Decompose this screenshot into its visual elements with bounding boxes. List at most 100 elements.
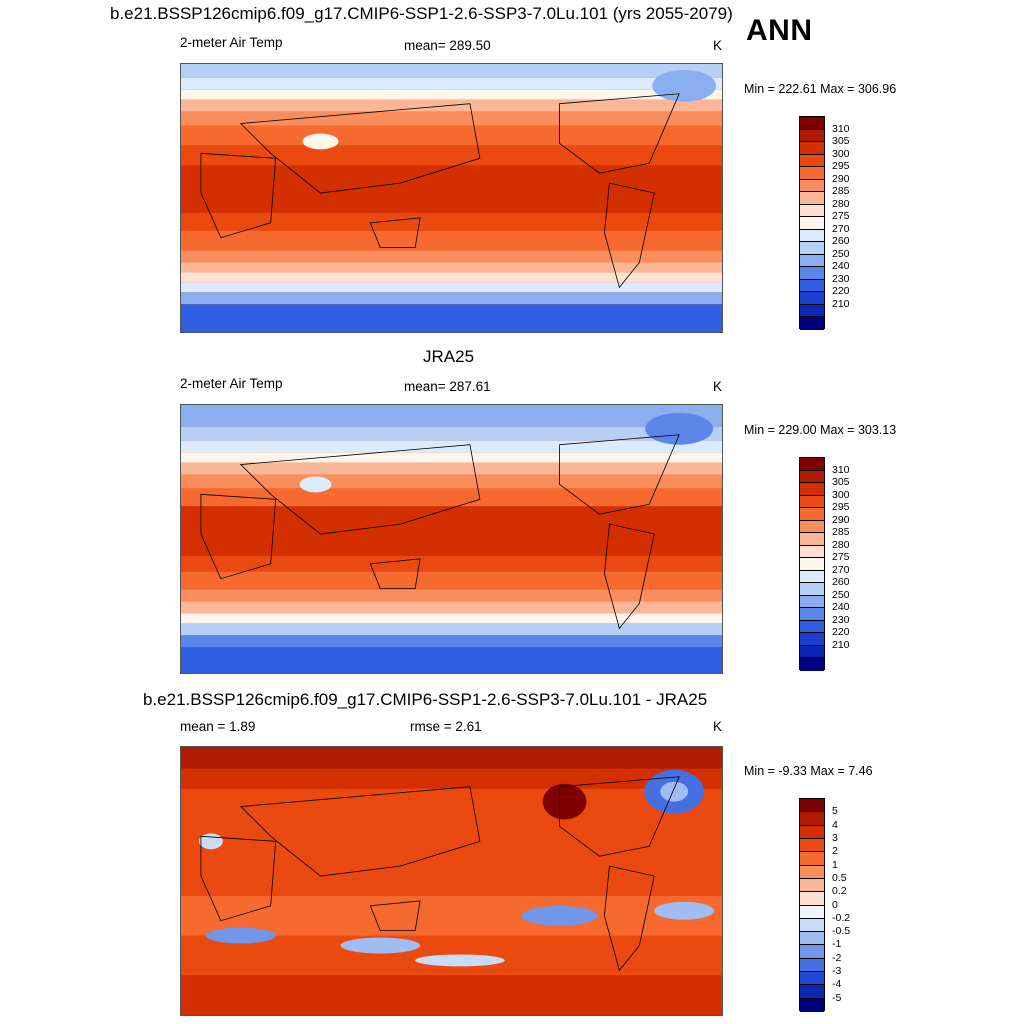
panel2-minmax: Min = 229.00 Max = 303.13 — [744, 423, 897, 437]
panel1-variable-label: 2-meter Air Temp — [180, 35, 283, 50]
colorbar-tick-label: 290 — [832, 513, 850, 526]
colorbar-swatch — [800, 558, 824, 571]
colorbar-tick-label: 270 — [832, 563, 850, 576]
colorbar-swatch — [800, 229, 824, 243]
colorbar-swatch — [800, 583, 824, 596]
colorbar-swatch — [800, 878, 824, 893]
colorbar-tick-label: -4 — [832, 978, 842, 991]
colorbar-tick-label: 285 — [832, 185, 850, 198]
colorbar-swatch — [800, 658, 824, 671]
colorbar-tick-label: 260 — [832, 235, 850, 248]
colorbar-swatch — [800, 633, 824, 646]
colorbar-tick-label: 220 — [832, 285, 850, 298]
colorbar-tick-label: 0.2 — [832, 885, 847, 898]
colorbar-swatch — [800, 545, 824, 559]
colorbar-tick-label: 220 — [832, 626, 850, 639]
colorbar-swatch — [800, 204, 824, 218]
colorbar-tick-label: 290 — [832, 172, 850, 185]
panel3-minmax: Min = -9.33 Max = 7.46 — [744, 764, 873, 778]
colorbar-swatch — [800, 998, 824, 1012]
panel1-title: b.e21.BSSP126cmip6.f09_g17.CMIP6-SSP1-2.… — [110, 4, 733, 23]
colorbar-tick-label: -0.5 — [832, 925, 851, 938]
colorbar-tick-label: 275 — [832, 210, 850, 223]
colorbar-swatch — [800, 217, 824, 230]
colorbar-swatch — [800, 892, 824, 906]
panel3-map-svg — [181, 747, 722, 1015]
colorbar-swatch — [800, 918, 824, 933]
colorbar-swatch — [800, 267, 824, 280]
colorbar-swatch — [800, 945, 824, 959]
colorbar-tick-label: 280 — [832, 197, 850, 210]
colorbar-tick-label: 310 — [832, 122, 850, 135]
colorbar-swatch — [800, 495, 824, 509]
colorbar-swatch — [800, 254, 824, 268]
panel3-map — [180, 746, 723, 1016]
colorbar-swatch — [800, 799, 824, 813]
colorbar-tick-label: 210 — [832, 297, 850, 310]
colorbar-swatch — [800, 470, 824, 484]
panel2-title: JRA25 — [423, 347, 475, 366]
panel3-title: b.e21.BSSP126cmip6.f09_g17.CMIP6-SSP1-2.… — [143, 690, 708, 709]
colorbar-tick-label: 210 — [832, 638, 850, 651]
panel3-colorbar — [799, 798, 825, 1012]
panel1-colorbar — [799, 116, 825, 330]
colorbar-swatch — [800, 167, 824, 180]
colorbar-tick-label: 250 — [832, 588, 850, 601]
colorbar-swatch — [800, 865, 824, 879]
colorbar-swatch — [800, 154, 824, 168]
colorbar-tick-label: 275 — [832, 551, 850, 564]
panel2-mean-label: mean= 287.61 — [404, 379, 491, 394]
colorbar-swatch — [800, 533, 824, 546]
panel1-units-label: K — [713, 38, 723, 53]
panel1-mean-label: mean= 289.50 — [404, 38, 491, 53]
colorbar-swatch — [800, 852, 824, 866]
colorbar-swatch — [800, 520, 824, 534]
panel2-colorbar — [799, 457, 825, 671]
colorbar-tick-label: 3 — [832, 831, 838, 844]
panel2-map-svg — [181, 405, 722, 673]
colorbar-tick-label: 300 — [832, 488, 850, 501]
colorbar-tick-label: 260 — [832, 576, 850, 589]
colorbar-tick-label: 295 — [832, 160, 850, 173]
colorbar-tick-label: -5 — [832, 991, 842, 1004]
colorbar-swatch — [800, 972, 824, 986]
colorbar-swatch — [800, 570, 824, 584]
colorbar-swatch — [800, 242, 824, 255]
colorbar-tick-label: 230 — [832, 613, 850, 626]
panel1-map-svg — [181, 64, 722, 332]
colorbar-swatch — [800, 117, 824, 130]
colorbar-swatch — [800, 620, 824, 634]
colorbar-tick-label: 295 — [832, 501, 850, 514]
colorbar-tick-label: -3 — [832, 965, 842, 978]
colorbar-swatch — [800, 458, 824, 471]
panel2-variable-label: 2-meter Air Temp — [180, 376, 283, 391]
panel2-map — [180, 404, 723, 674]
colorbar-tick-label: 305 — [832, 476, 850, 489]
panel1-map — [180, 63, 723, 333]
colorbar-tick-label: 240 — [832, 260, 850, 273]
colorbar-tick-label: 270 — [832, 222, 850, 235]
colorbar-tick-label: 300 — [832, 147, 850, 160]
colorbar-swatch — [800, 825, 824, 839]
colorbar-tick-label: 2 — [832, 845, 838, 858]
season-label: ANN — [746, 14, 813, 47]
colorbar-swatch — [800, 317, 824, 330]
colorbar-tick-label: 280 — [832, 538, 850, 551]
colorbar-swatch — [800, 932, 824, 946]
panel1-minmax: Min = 222.61 Max = 306.96 — [744, 82, 897, 96]
colorbar-tick-label: -1 — [832, 938, 842, 951]
colorbar-swatch — [800, 838, 824, 853]
colorbar-tick-label: 230 — [832, 272, 850, 285]
panel3-units-label: K — [713, 719, 723, 734]
colorbar-swatch — [800, 179, 824, 193]
colorbar-swatch — [800, 304, 824, 318]
panel3-rmse-label: rmse = 2.61 — [410, 719, 482, 734]
colorbar-tick-label: 240 — [832, 601, 850, 614]
colorbar-swatch — [800, 645, 824, 659]
colorbar-swatch — [800, 958, 824, 973]
colorbar-swatch — [800, 483, 824, 496]
colorbar-swatch — [800, 192, 824, 205]
colorbar-swatch — [800, 595, 824, 609]
colorbar-tick-label: 1 — [832, 858, 838, 871]
colorbar-swatch — [800, 279, 824, 293]
